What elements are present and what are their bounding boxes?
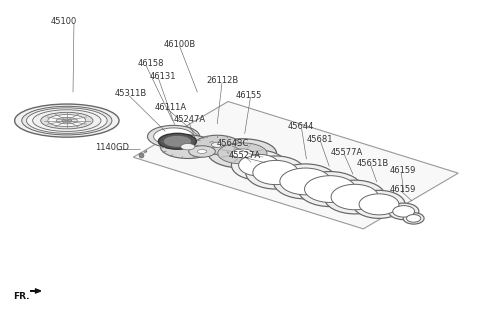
Ellipse shape: [231, 150, 287, 180]
Text: 45681: 45681: [306, 135, 333, 144]
Ellipse shape: [41, 112, 93, 129]
Ellipse shape: [403, 213, 424, 224]
Ellipse shape: [353, 190, 405, 218]
Text: 45651B: 45651B: [356, 159, 388, 168]
Ellipse shape: [298, 171, 362, 207]
Polygon shape: [30, 289, 41, 293]
Ellipse shape: [48, 115, 86, 127]
Ellipse shape: [359, 194, 399, 215]
Ellipse shape: [246, 156, 305, 189]
Text: 45311B: 45311B: [114, 89, 146, 98]
Ellipse shape: [197, 150, 207, 153]
Ellipse shape: [253, 160, 299, 185]
Text: 45100: 45100: [50, 17, 76, 26]
Text: 1140GD: 1140GD: [96, 143, 129, 152]
Text: 45577A: 45577A: [330, 148, 362, 157]
Ellipse shape: [189, 146, 216, 157]
Text: 45527A: 45527A: [228, 151, 260, 160]
Ellipse shape: [232, 149, 253, 158]
Ellipse shape: [158, 133, 196, 149]
Ellipse shape: [304, 176, 356, 202]
Ellipse shape: [14, 104, 119, 137]
Text: 46131: 46131: [150, 72, 176, 81]
Text: 26112B: 26112B: [207, 76, 239, 85]
Text: 46111A: 46111A: [155, 103, 187, 112]
Text: 46159: 46159: [389, 185, 416, 193]
Ellipse shape: [208, 139, 276, 168]
Ellipse shape: [62, 119, 72, 122]
Ellipse shape: [407, 214, 421, 222]
Ellipse shape: [273, 164, 338, 199]
Polygon shape: [133, 101, 458, 229]
Ellipse shape: [22, 106, 112, 135]
Ellipse shape: [324, 180, 385, 214]
Ellipse shape: [56, 117, 77, 124]
Ellipse shape: [147, 125, 200, 148]
Ellipse shape: [388, 203, 419, 220]
Text: 46158: 46158: [138, 59, 165, 68]
Ellipse shape: [239, 154, 279, 176]
Text: 45643C: 45643C: [216, 139, 249, 148]
Ellipse shape: [331, 184, 379, 210]
Ellipse shape: [212, 142, 223, 147]
Ellipse shape: [33, 110, 101, 132]
Text: 46100B: 46100B: [164, 40, 196, 49]
Text: 46155: 46155: [235, 91, 262, 99]
Text: FR.: FR.: [13, 292, 30, 301]
Ellipse shape: [280, 168, 331, 195]
Ellipse shape: [218, 143, 267, 164]
Ellipse shape: [163, 135, 192, 147]
Text: 45247A: 45247A: [174, 115, 206, 124]
Ellipse shape: [160, 135, 216, 158]
Ellipse shape: [393, 206, 415, 217]
Ellipse shape: [26, 108, 107, 133]
Ellipse shape: [180, 144, 195, 150]
Ellipse shape: [154, 128, 193, 145]
Ellipse shape: [194, 135, 240, 154]
Text: 45644: 45644: [288, 122, 314, 132]
Text: 46159: 46159: [389, 167, 416, 175]
